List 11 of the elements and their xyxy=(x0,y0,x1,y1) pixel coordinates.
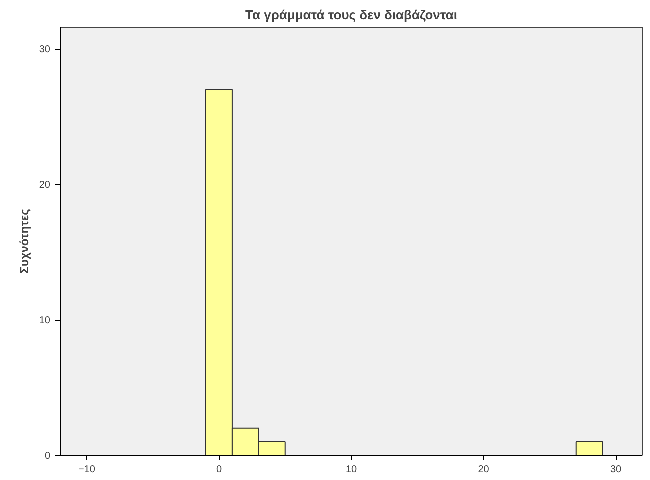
y-tick-label: 20 xyxy=(39,180,51,192)
x-tick-label: 10 xyxy=(346,464,358,476)
x-tick-label: 0 xyxy=(216,464,222,476)
x-tick-label: −10 xyxy=(78,464,96,476)
y-tick-label: 10 xyxy=(39,316,51,327)
x-tick-label: 20 xyxy=(478,464,490,476)
y-tick-label: 0 xyxy=(44,451,51,462)
chart-title: Τα γράμματά τους δεν διαβάζονται xyxy=(246,8,458,22)
x-tick-label: 30 xyxy=(610,464,622,476)
y-tick-label: 30 xyxy=(39,44,51,56)
y-axis-title: Συχνότητες xyxy=(17,209,32,274)
